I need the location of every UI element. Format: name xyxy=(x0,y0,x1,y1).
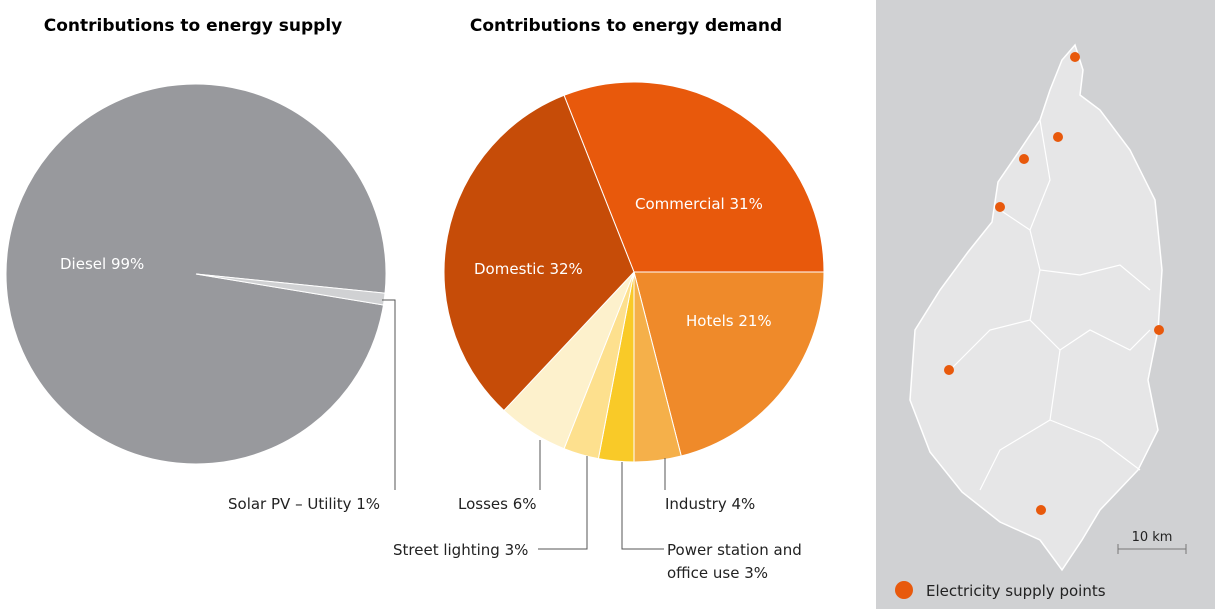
category-label: Hotels xyxy=(686,312,734,330)
island xyxy=(909,43,1163,572)
pie-slice xyxy=(443,94,635,412)
value-label: 3% xyxy=(504,541,529,559)
category-label: Losses xyxy=(458,495,508,513)
chart-title: Contributions to energy demand xyxy=(470,16,782,36)
category-label: Commercial xyxy=(635,195,725,213)
category-label: Street lighting xyxy=(393,541,500,559)
category-label: Solar PV – Utility xyxy=(228,495,352,513)
leader-line xyxy=(538,456,588,550)
pie-slice xyxy=(195,273,386,306)
supply-point xyxy=(1070,52,1080,62)
leader-line xyxy=(621,462,664,550)
category-label: Power station and office use xyxy=(667,541,802,582)
value-label: 31% xyxy=(729,195,763,213)
pie-slice xyxy=(633,271,825,457)
supply-point xyxy=(1053,132,1063,142)
supply-point xyxy=(944,365,954,375)
category-label: Diesel xyxy=(60,255,107,273)
value-label: 32% xyxy=(549,260,583,278)
value-label: 99% xyxy=(110,255,145,273)
slice-label: Hotels 21% xyxy=(686,310,772,333)
leader-line xyxy=(382,299,396,490)
pie-slice xyxy=(563,81,825,273)
map-legend: Electricity supply points xyxy=(926,582,1106,600)
scale-label: 10 km xyxy=(1132,530,1173,545)
supply-point xyxy=(1019,154,1029,164)
slice-label: Industry 4% xyxy=(665,493,755,516)
value-label: 4% xyxy=(731,495,756,513)
chart-title: Contributions to energy supply xyxy=(44,16,343,36)
value-label: 3% xyxy=(744,564,769,582)
category-label: Industry xyxy=(665,495,727,513)
legend-dot xyxy=(895,581,913,599)
category-label: Domestic xyxy=(474,260,545,278)
supply-point xyxy=(1154,325,1164,335)
supply-point xyxy=(1036,505,1046,515)
district-borders xyxy=(949,119,1151,491)
map: 10 km Electricity supply points xyxy=(876,0,1215,609)
value-label: 6% xyxy=(512,495,537,513)
slice-label: Losses 6% xyxy=(458,493,537,516)
supply-point xyxy=(995,202,1005,212)
slice-label: Power station and office use 3% xyxy=(667,539,832,585)
slice-label: Solar PV – Utility 1% xyxy=(228,493,380,516)
value-label: 21% xyxy=(738,312,772,330)
slice-label: Commercial 31% xyxy=(635,193,763,216)
value-label: 1% xyxy=(356,495,381,513)
slice-label: Domestic 32% xyxy=(474,258,583,281)
slice-label: Diesel 99% xyxy=(60,253,144,276)
slice-label: Street lighting 3% xyxy=(393,539,528,562)
